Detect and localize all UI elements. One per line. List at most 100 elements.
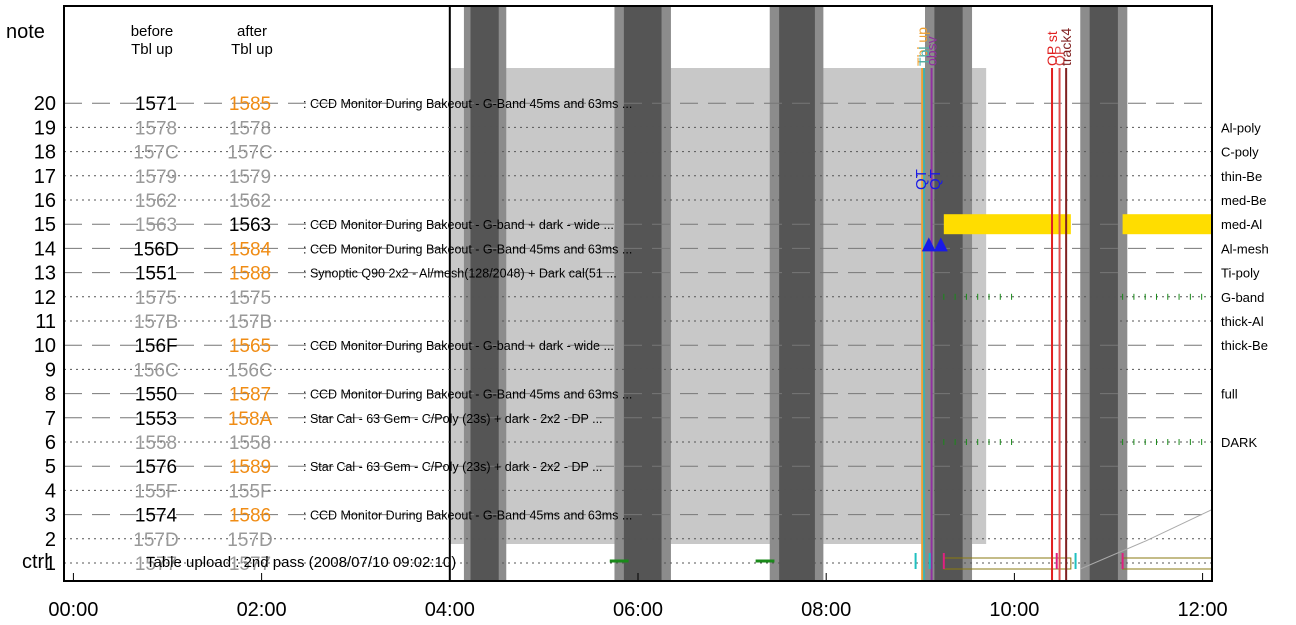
qt-triangle [933, 237, 948, 252]
qt-label: QT [913, 169, 930, 190]
row-number: 2 [45, 529, 56, 551]
row-number: 11 [35, 311, 56, 333]
before-code: 157D [133, 530, 178, 551]
right-label: thin-Be [1221, 169, 1262, 184]
qt-label: QT [927, 169, 944, 190]
after-code: 1587 [229, 385, 271, 406]
row-description: : CCD Monitor During Bakeout - G-Band 45… [303, 242, 632, 256]
before-code: 1578 [135, 118, 177, 139]
event-marker-label: Tbl [916, 47, 932, 66]
row-number: 19 [34, 117, 56, 139]
night-band-inner [1089, 6, 1118, 581]
before-code: 1574 [135, 506, 178, 527]
before-code: 1571 [135, 94, 177, 115]
after-code: 1579 [229, 167, 271, 188]
before-code: 157C [133, 143, 178, 164]
before-header: before [131, 23, 174, 40]
x-tick-label: 02:00 [237, 599, 287, 621]
after-header: Tbl up [231, 41, 273, 58]
event-marker-label: OP st [1044, 31, 1060, 66]
before-code: 1551 [135, 264, 177, 285]
row-number: 14 [34, 238, 56, 260]
x-axis: 00:00 02:00 04:00 06:00 08:00 10:00 12:00 [48, 573, 1228, 621]
row-description: : Star Cal - 63 Gem - C/Poly (23s) + dar… [303, 460, 603, 474]
x-tick-label: 12:00 [1178, 599, 1228, 621]
after-code: 1575 [229, 288, 271, 309]
row-description: : CCD Monitor During Bakeout - G-Band 45… [303, 97, 632, 111]
night-band-inner [779, 6, 815, 581]
row-number: 17 [34, 166, 56, 188]
before-header: Tbl up [131, 41, 173, 58]
right-label: G-band [1221, 290, 1264, 305]
after-code: 1563 [229, 215, 271, 236]
x-tick-label: 08:00 [801, 599, 851, 621]
row-number: 9 [45, 359, 56, 381]
row-number: 12 [34, 287, 56, 309]
x-tick-label: 00:00 [48, 599, 98, 621]
before-code: 1553 [135, 409, 177, 430]
row-description: : CCD Monitor During Bakeout - G-band + … [303, 339, 614, 353]
before-code: 1563 [135, 215, 177, 236]
row-number: 18 [34, 142, 56, 164]
before-code: 1579 [135, 167, 177, 188]
after-code: 1578 [229, 118, 271, 139]
after-header: after [237, 23, 267, 40]
yellow-bar [1122, 214, 1212, 235]
after-code: 1565 [229, 336, 271, 357]
after-code: 157B [228, 312, 272, 333]
right-label: C-poly [1221, 145, 1259, 160]
after-code: 1586 [229, 506, 271, 527]
grey-region [449, 68, 987, 544]
row-number: 6 [45, 432, 56, 454]
before-code: 1558 [135, 433, 177, 454]
before-code: 1550 [135, 385, 177, 406]
row-description: : Synoptic Q90 2x2 - Al/mesh(128/2048) +… [303, 267, 617, 281]
right-label: thick-Be [1221, 338, 1268, 353]
after-code: 1562 [229, 191, 271, 212]
before-code: 157B [134, 312, 178, 333]
ctrl-text: Table upload : 2nd pass (2008/07/10 09:0… [146, 554, 456, 571]
after-code: 1577 [229, 554, 271, 575]
before-code: 1562 [135, 191, 177, 212]
after-code: 1585 [229, 94, 271, 115]
night-band-inner [470, 6, 499, 581]
right-label: Al-poly [1221, 120, 1261, 135]
after-code: 157C [227, 143, 272, 164]
after-code: 156C [227, 360, 272, 381]
row-number: 8 [45, 384, 56, 406]
right-label: med-Al [1221, 217, 1262, 232]
event-marker-label: track4 [1058, 28, 1074, 66]
event-marker-label: OP [1052, 46, 1068, 66]
row-number: 7 [45, 408, 56, 430]
row-number: 13 [34, 263, 56, 285]
after-code: 1584 [229, 239, 272, 260]
trend-line [1080, 509, 1213, 570]
x-tick-label: 06:00 [613, 599, 663, 621]
right-label: Al-mesh [1221, 241, 1269, 256]
right-label: med-Be [1221, 193, 1267, 208]
right-label: full [1221, 387, 1238, 402]
before-code: 1577 [135, 554, 177, 575]
yellow-bar [943, 214, 1071, 235]
before-code: 156F [134, 336, 177, 357]
qt-triangle [921, 237, 936, 252]
row-number: 20 [34, 93, 56, 115]
row-number: 1 [45, 553, 56, 575]
row-number: 15 [34, 214, 56, 236]
after-code: 1558 [229, 433, 271, 454]
event-marker-label: Tbl up [914, 27, 930, 66]
row-number: 4 [45, 480, 56, 502]
after-code: 157D [227, 530, 272, 551]
after-code: 155F [228, 481, 271, 502]
right-label: Ti-poly [1221, 266, 1260, 281]
before-code: 156C [133, 360, 178, 381]
x-tick-label: 04:00 [425, 599, 475, 621]
right-label: thick-Al [1221, 314, 1264, 329]
right-label: DARK [1221, 435, 1257, 450]
note-label: note [6, 21, 45, 43]
before-code: 1575 [135, 288, 177, 309]
before-code: 155F [134, 481, 177, 502]
